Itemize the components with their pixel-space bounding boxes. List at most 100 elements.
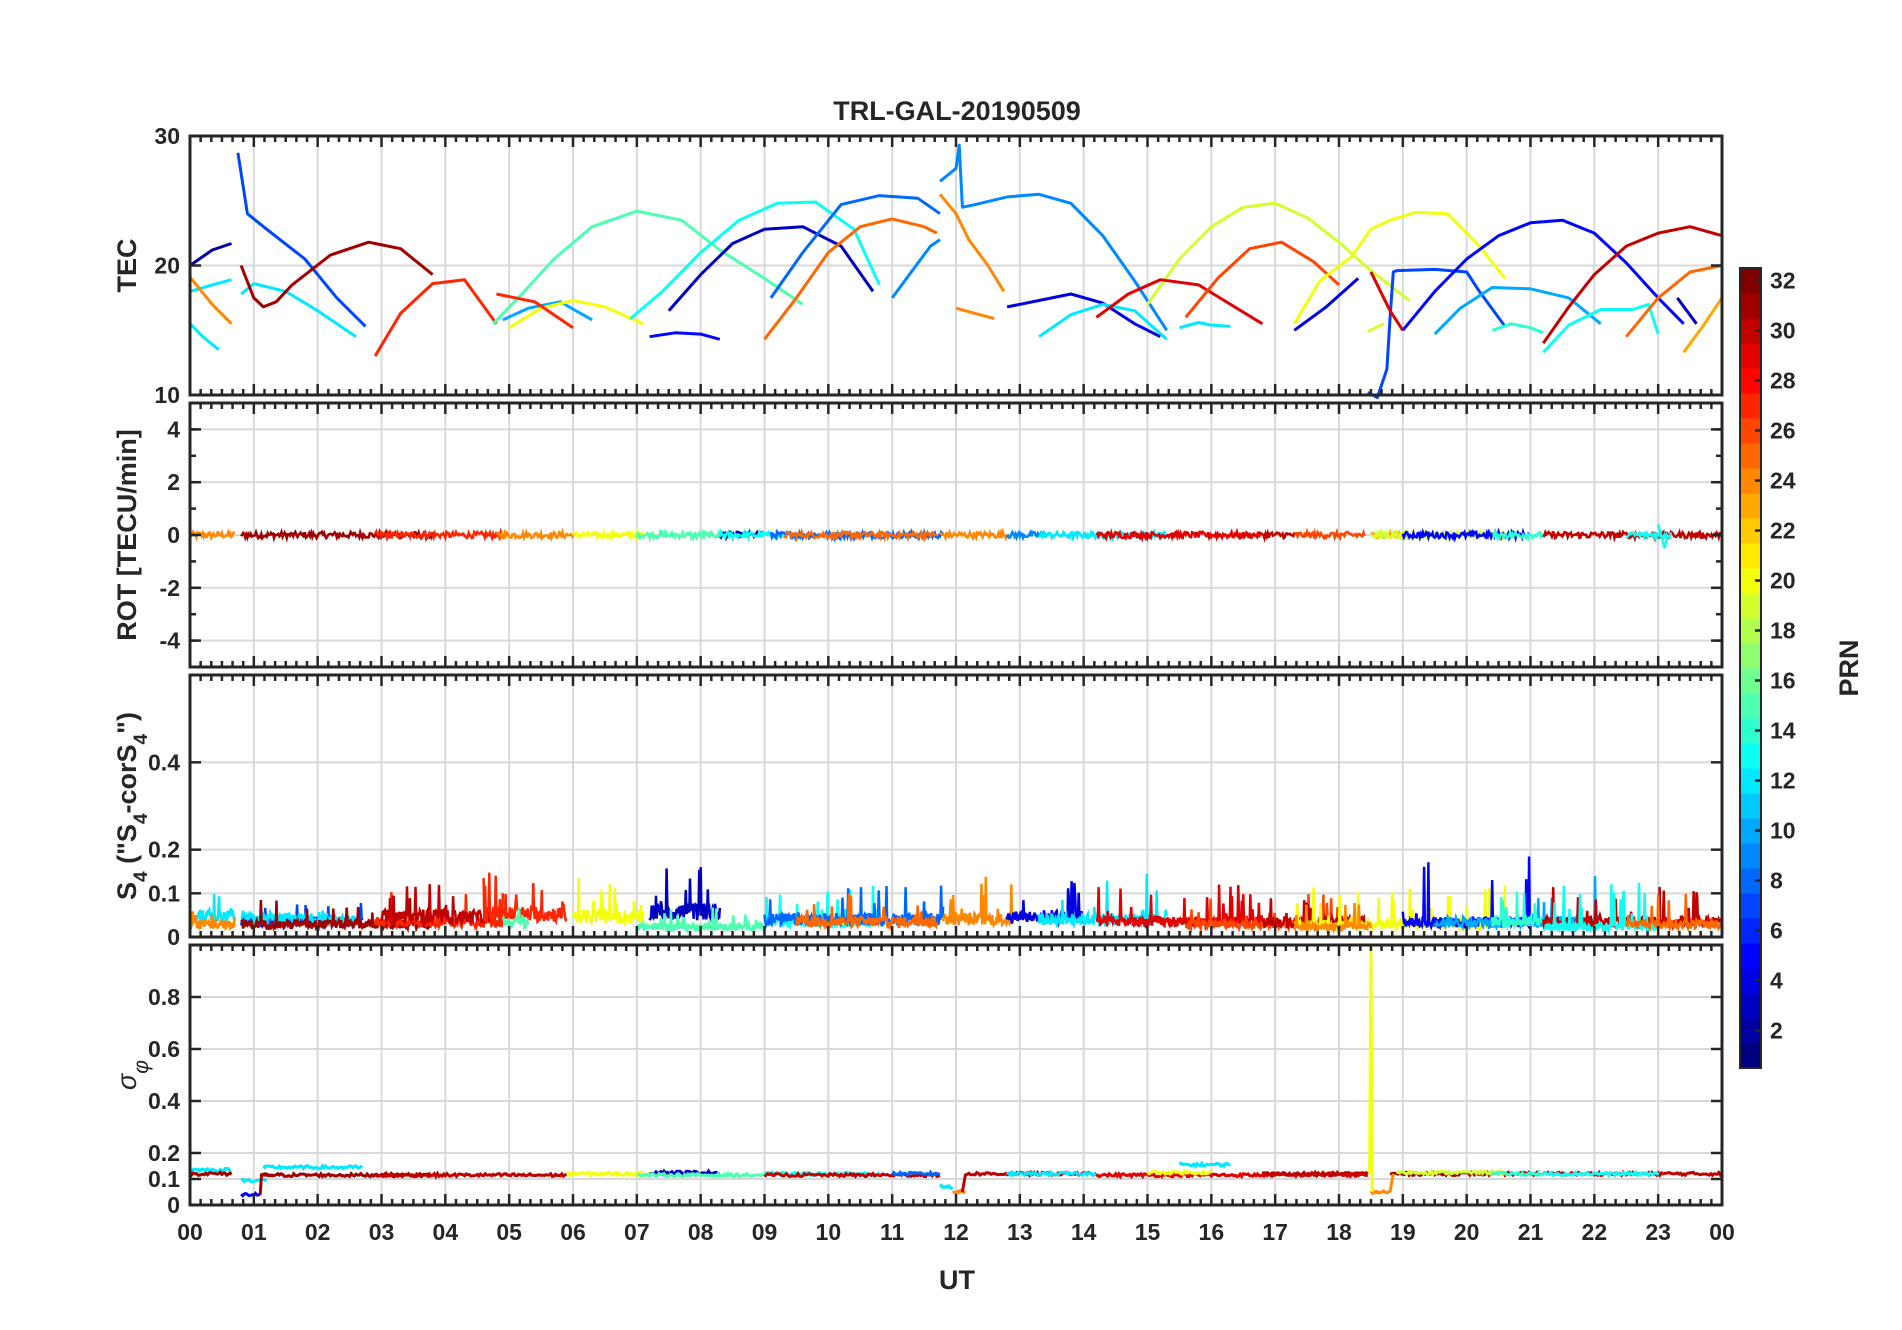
x-tick-label: 20: [1454, 1219, 1480, 1245]
x-tick-label: 12: [943, 1219, 969, 1245]
x-tick-label: 22: [1582, 1219, 1608, 1245]
x-axis-label: UT: [939, 1265, 975, 1295]
colorbar-bin: [1740, 718, 1761, 744]
series-prn-14: [1491, 322, 1544, 335]
colorbar-tick-label: 24: [1770, 468, 1796, 494]
gridlines-s4: [190, 675, 1722, 937]
series-prn-27: [374, 527, 504, 543]
y-tick-label: 30: [154, 123, 180, 149]
y-tick-label: -2: [160, 575, 180, 601]
colorbar-tick-label: 2: [1770, 1018, 1783, 1044]
series-prn-27: [496, 292, 574, 329]
series-prn-12: [189, 1166, 232, 1174]
colorbar-label: PRN: [1834, 639, 1864, 696]
x-tick-label: 13: [1007, 1219, 1033, 1245]
y-tick-label: 0: [167, 924, 180, 950]
series-prn-14: [1492, 528, 1545, 543]
series-prn-24: [188, 276, 233, 325]
x-tick-label: 00: [1709, 1219, 1735, 1245]
colorbar-tick-label: 14: [1770, 718, 1796, 744]
colorbar-bin: [1740, 518, 1761, 544]
colorbar-tick-label: 8: [1770, 868, 1783, 894]
colorbar-tick-label: 20: [1770, 568, 1796, 594]
y-tick-label: 0.1: [148, 880, 180, 906]
x-tick-label: 00: [177, 1219, 203, 1245]
series-prn-8: [769, 194, 941, 299]
colorbar-bin: [1740, 568, 1761, 594]
series-prn-25: [782, 527, 938, 543]
series-prn-3: [667, 225, 875, 312]
colorbar-bin: [1740, 943, 1761, 969]
panel-sigma: 00.10.2 0.4 0.6 0.8 σφ: [112, 943, 1724, 1218]
sigma-spike: [1368, 944, 1374, 1193]
colorbar-bin: [1740, 268, 1761, 294]
colorbar-bin: [1740, 768, 1761, 794]
series-prn-24: [1293, 902, 1373, 935]
panel-s4: 00.10.20.4S4 ("S4-corS4"): [112, 673, 1724, 950]
series-prn-24: [188, 528, 236, 542]
series-prn-19: [1367, 322, 1385, 333]
x-axis: 00 01 02 03 04 05 06 07 08 09 10 11 12 13 14 15 16 17 18 19…: [177, 1219, 1735, 1245]
series-prn-20: [508, 299, 644, 329]
x-tick-label: 10: [816, 1219, 842, 1245]
colorbar-bin: [1740, 393, 1761, 419]
x-tick-label: 09: [752, 1219, 778, 1245]
series-prn-26: [1294, 527, 1366, 542]
series-prn-20: [565, 1170, 650, 1179]
y-label-part: 4: [131, 871, 152, 882]
series-prn-5: [649, 331, 721, 341]
y-label-part: "): [112, 712, 142, 734]
series-prn-15: [501, 907, 530, 931]
series-group-tec: [188, 143, 1724, 400]
y-tick-label: 0.8: [148, 984, 180, 1010]
x-tick-label: 06: [560, 1219, 586, 1245]
series-prn-13: [1542, 302, 1660, 354]
colorbar-bin: [1740, 368, 1761, 394]
colorbar-bin: [1740, 443, 1761, 469]
series-prn-30: [374, 1170, 567, 1180]
x-tick-label: 07: [624, 1219, 650, 1245]
colorbar-tick-label: 12: [1770, 768, 1796, 794]
series-prn-20: [1146, 1168, 1212, 1176]
series-prn-3: [1676, 297, 1698, 325]
colorbar-bin: [1740, 893, 1761, 919]
series-prn-20: [571, 527, 645, 543]
series-prn-25: [763, 217, 938, 341]
sigma-step-2: [960, 1173, 968, 1193]
series-prn-25: [1625, 893, 1723, 933]
series-prn-15: [635, 528, 734, 543]
colorbar-frame: [1739, 267, 1762, 1069]
series-group-sigma: [188, 944, 1724, 1198]
series-prn-5: [1401, 218, 1685, 332]
series-prn-13: [764, 1170, 881, 1178]
colorbar-bin: [1740, 293, 1761, 319]
series-prn-12: [1178, 1160, 1231, 1169]
x-tick-label: 08: [688, 1219, 714, 1245]
series-prn-30: [763, 1170, 941, 1179]
x-tick-label: 15: [1135, 1219, 1161, 1245]
colorbar-tick-label: 4: [1770, 968, 1783, 994]
ticks-tec: [188, 134, 1724, 397]
y-tick-label: 0.2: [148, 1140, 180, 1166]
y-tick-label: 0.4: [148, 1088, 180, 1114]
colorbar-tick-label: 6: [1770, 918, 1783, 944]
series-prn-20: [1293, 210, 1507, 325]
y-tick-label: 4: [167, 416, 180, 442]
series-prn-13: [763, 885, 881, 931]
panel-tec: 10 20 30 TEC: [112, 123, 1724, 408]
colorbar-bin: [1740, 993, 1761, 1019]
colorbar-bin: [1740, 1043, 1761, 1069]
series-prn-14: [1492, 1169, 1544, 1178]
series-prn-25: [1625, 264, 1723, 338]
y-tick-label: 0.4: [148, 749, 180, 775]
series-prn-4: [1006, 292, 1161, 339]
y-label-part: 4: [131, 813, 152, 824]
series-prn-19: [1146, 201, 1411, 306]
y-axis-label-tec: TEC: [112, 239, 142, 293]
series-prn-13: [1625, 530, 1673, 543]
series-prn-27: [373, 278, 498, 357]
x-tick-label: 03: [369, 1219, 395, 1245]
